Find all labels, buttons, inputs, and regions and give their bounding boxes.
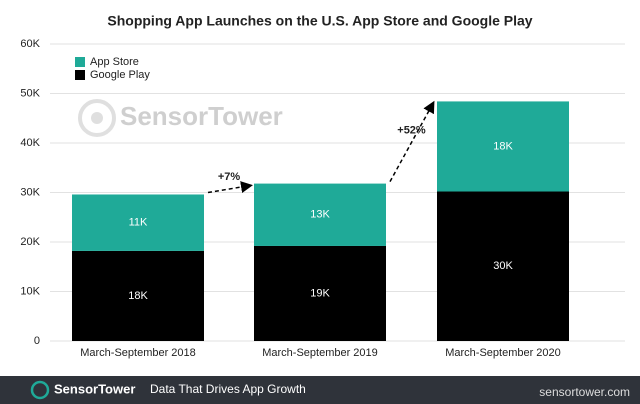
x-tick-label: March-September 2019	[262, 347, 378, 359]
footer-bar	[0, 376, 640, 404]
legend-swatch	[75, 57, 85, 67]
y-tick-label: 50K	[20, 87, 40, 99]
bar-segment	[254, 183, 386, 246]
y-tick-label: 30K	[20, 186, 40, 198]
value-label: 19K	[310, 287, 330, 299]
legend-label: Google Play	[90, 69, 150, 81]
bar-segment	[437, 101, 569, 192]
footer-tagline: Data That Drives App Growth	[150, 382, 306, 396]
watermark-logo	[78, 99, 116, 137]
footer-logo	[30, 380, 50, 400]
bar-segment	[72, 194, 204, 251]
y-tick-label: 0	[34, 335, 40, 347]
annotation: +7%	[218, 171, 241, 183]
legend-swatch	[75, 70, 85, 80]
annotation: +52%	[397, 124, 426, 136]
footer-site: sensortower.com	[539, 385, 630, 399]
chart-title: Shopping App Launches on the U.S. App St…	[107, 13, 532, 29]
value-label: 11K	[129, 217, 148, 229]
y-tick-label: 10K	[20, 285, 40, 297]
bar-segment	[254, 245, 386, 341]
value-label: 30K	[493, 260, 513, 272]
value-label: 18K	[128, 290, 148, 302]
value-label: 13K	[310, 209, 330, 221]
bar-segment	[437, 191, 569, 341]
bar-segment	[72, 250, 204, 341]
watermark: SensorTower	[120, 101, 283, 131]
y-tick-label: 60K	[20, 38, 40, 50]
x-tick-label: March-September 2020	[445, 347, 561, 359]
legend-label: App Store	[90, 56, 139, 68]
growth-arrow	[389, 100, 435, 182]
value-label: 18K	[493, 140, 513, 152]
footer-brand: SensorTower	[54, 381, 135, 396]
y-tick-label: 20K	[20, 236, 40, 248]
y-tick-label: 40K	[20, 137, 40, 149]
growth-arrow	[207, 181, 253, 194]
x-tick-label: March-September 2018	[80, 347, 196, 359]
